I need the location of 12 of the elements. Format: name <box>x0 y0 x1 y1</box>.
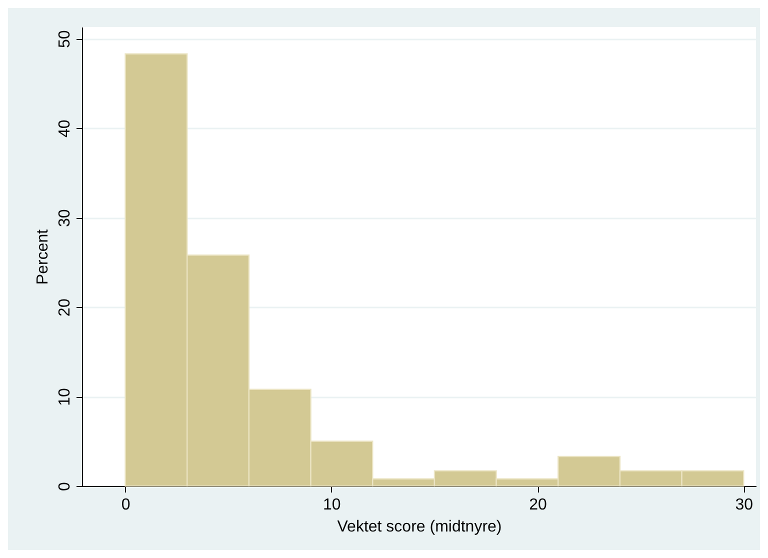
y-tick-label: 0 <box>56 482 74 491</box>
y-tick-label: 10 <box>56 388 74 406</box>
y-tick-label: 30 <box>56 209 74 227</box>
x-tick-label: 30 <box>735 496 754 514</box>
x-tick-label: 0 <box>121 496 130 514</box>
x-axis-title: Vektet score (midtnyre) <box>337 518 502 536</box>
x-tick-label: 20 <box>529 496 548 514</box>
y-tick-label: 50 <box>56 30 74 48</box>
x-tick-label: 10 <box>323 496 341 514</box>
y-tick-label: 20 <box>56 298 74 316</box>
y-tick-label: 40 <box>56 120 74 138</box>
y-axis-title: Percent <box>34 228 52 285</box>
